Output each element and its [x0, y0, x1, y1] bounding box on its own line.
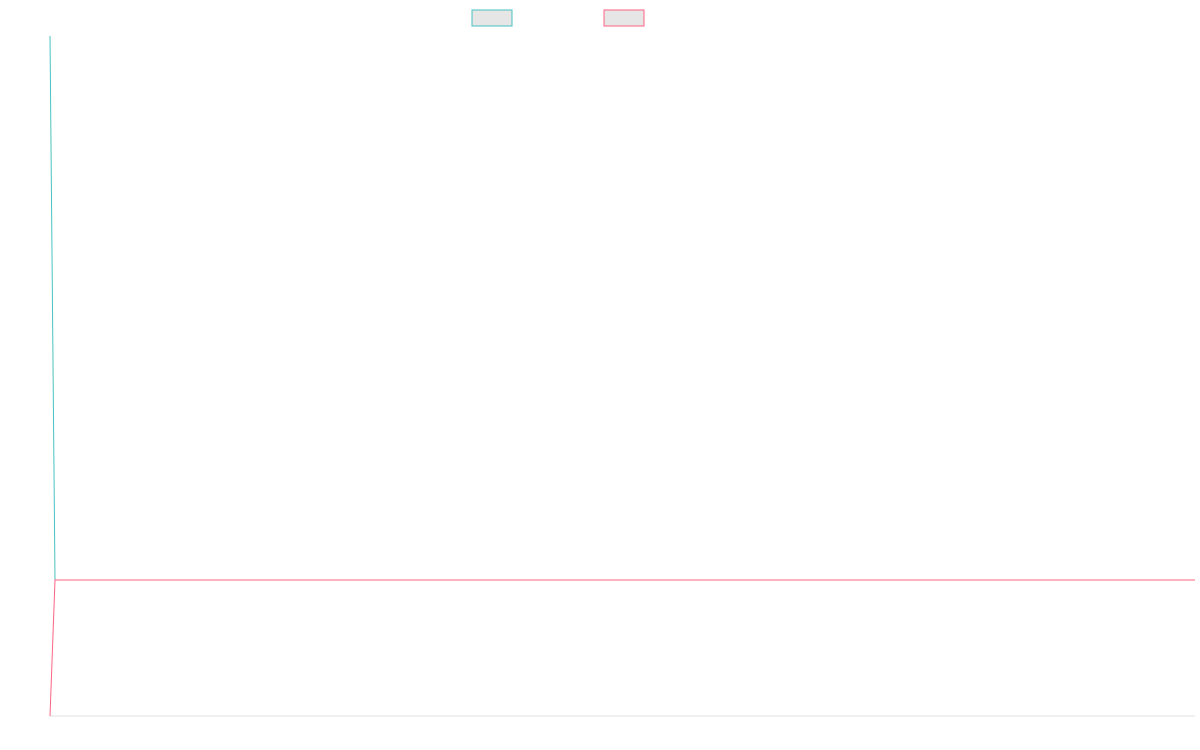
plot-area [49, 35, 1195, 717]
series-line-2 [49, 579, 1195, 717]
legend-swatch-2 [603, 9, 645, 27]
legend-swatch-1 [471, 9, 513, 27]
legend [471, 9, 645, 27]
series-line-1 [49, 35, 1195, 581]
